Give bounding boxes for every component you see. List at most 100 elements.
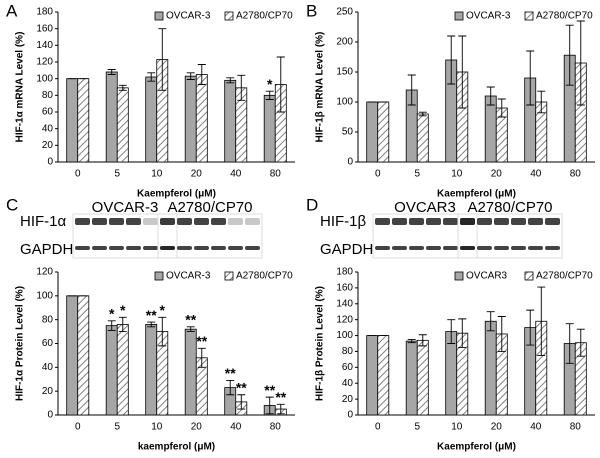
error-bar	[537, 90, 546, 114]
x-tick-label: 10	[151, 422, 163, 433]
error-bar	[147, 321, 156, 328]
panel-label: B	[306, 1, 317, 20]
x-tick-label: 80	[570, 422, 582, 433]
bar	[224, 79, 237, 163]
error-bar	[526, 309, 535, 346]
bar	[77, 78, 90, 163]
error-bar	[497, 98, 506, 118]
y-tick-label: 0	[47, 410, 53, 421]
y-tick-label: 40	[42, 123, 54, 134]
blot-frame	[157, 213, 263, 259]
blot-band	[392, 218, 407, 225]
blot-band	[443, 246, 458, 250]
error-bar	[458, 318, 467, 348]
error-bar	[186, 326, 195, 333]
legend-label: A2780/CP70	[536, 271, 593, 282]
bar	[145, 324, 158, 416]
bar	[77, 295, 90, 416]
blot-band	[92, 246, 107, 250]
significance: *	[120, 302, 126, 318]
bar	[377, 335, 390, 416]
x-tick-label: 5	[414, 169, 420, 180]
x-tick-label: 10	[451, 169, 463, 180]
y-tick-label: 250	[336, 7, 353, 18]
blot-band	[228, 218, 243, 225]
y-tick-label: 20	[342, 394, 354, 405]
blot-group-label: A2780/CP70	[467, 199, 552, 216]
error-bar	[447, 319, 456, 344]
error-bar	[226, 77, 235, 84]
blot-band	[92, 218, 107, 225]
y-axis-label: HIF-1α Protein Level (%)	[15, 286, 26, 401]
error-bar	[576, 328, 585, 357]
significance: *	[160, 302, 166, 318]
x-tick-label: 5	[114, 422, 120, 433]
blot-frame	[457, 213, 563, 259]
legend-swatch	[524, 11, 534, 21]
error-bar	[186, 72, 195, 80]
error-bar	[418, 334, 427, 347]
y-tick-label: 0	[47, 157, 53, 168]
significance: **	[196, 333, 207, 349]
legend-swatch	[224, 271, 234, 281]
y-tick-label: 40	[42, 362, 54, 373]
x-tick-label: 20	[491, 422, 503, 433]
y-tick-label: 120	[36, 267, 53, 278]
error-bar	[526, 50, 535, 106]
legend-swatch	[154, 271, 164, 281]
blot-band	[109, 246, 124, 250]
error-bar	[107, 320, 116, 331]
blot-band	[228, 246, 243, 250]
y-tick-label: 180	[36, 7, 53, 18]
panel-label: D	[306, 195, 318, 214]
error-bar	[197, 347, 206, 368]
x-tick-label: 80	[270, 169, 282, 180]
x-axis-label: kaempferol (μM)	[138, 442, 215, 453]
blot-band	[528, 246, 543, 250]
error-bar	[447, 35, 456, 85]
y-tick-label: 80	[42, 314, 54, 325]
blot-band	[426, 246, 441, 250]
y-tick-label: 80	[342, 346, 354, 357]
error-bar	[565, 24, 574, 86]
blot-band	[211, 246, 226, 250]
blot-band	[460, 246, 475, 250]
error-bar	[237, 74, 246, 101]
error-bar	[107, 69, 116, 75]
blot-band	[126, 246, 141, 250]
blot-group-label: A2780/CP70	[167, 199, 252, 216]
blot-band	[426, 218, 441, 225]
y-tick-label: 100	[336, 330, 353, 341]
blot-band	[528, 218, 543, 225]
panel-label: C	[6, 195, 18, 214]
blot-band	[160, 246, 175, 250]
error-bar	[118, 84, 127, 91]
blot-band	[392, 246, 407, 250]
blot-band	[375, 246, 390, 250]
blot-band	[494, 246, 509, 250]
x-axis-label: Kaempferol (μM)	[137, 189, 216, 200]
bar	[195, 74, 208, 163]
legend-label: A2780/CP70	[536, 11, 593, 22]
y-tick-label: 140	[36, 40, 53, 51]
blot-band	[194, 246, 209, 250]
y-tick-label: 0	[347, 157, 353, 168]
blot-band	[375, 218, 390, 225]
significance: **	[185, 312, 196, 328]
legend-swatch	[224, 11, 234, 21]
blot-band	[545, 218, 560, 225]
bar	[416, 113, 429, 163]
bar	[366, 101, 379, 163]
y-tick-label: 100	[336, 97, 353, 108]
x-tick-label: 5	[114, 169, 120, 180]
error-bar	[537, 286, 546, 356]
x-tick-label: 20	[191, 422, 203, 433]
blot-band	[409, 218, 424, 225]
y-tick-label: 200	[336, 37, 353, 48]
x-tick-label: 80	[270, 422, 282, 433]
blot-band	[245, 218, 260, 225]
x-tick-label: 40	[230, 422, 242, 433]
y-tick-label: 120	[36, 57, 53, 68]
y-tick-label: 160	[336, 283, 353, 294]
